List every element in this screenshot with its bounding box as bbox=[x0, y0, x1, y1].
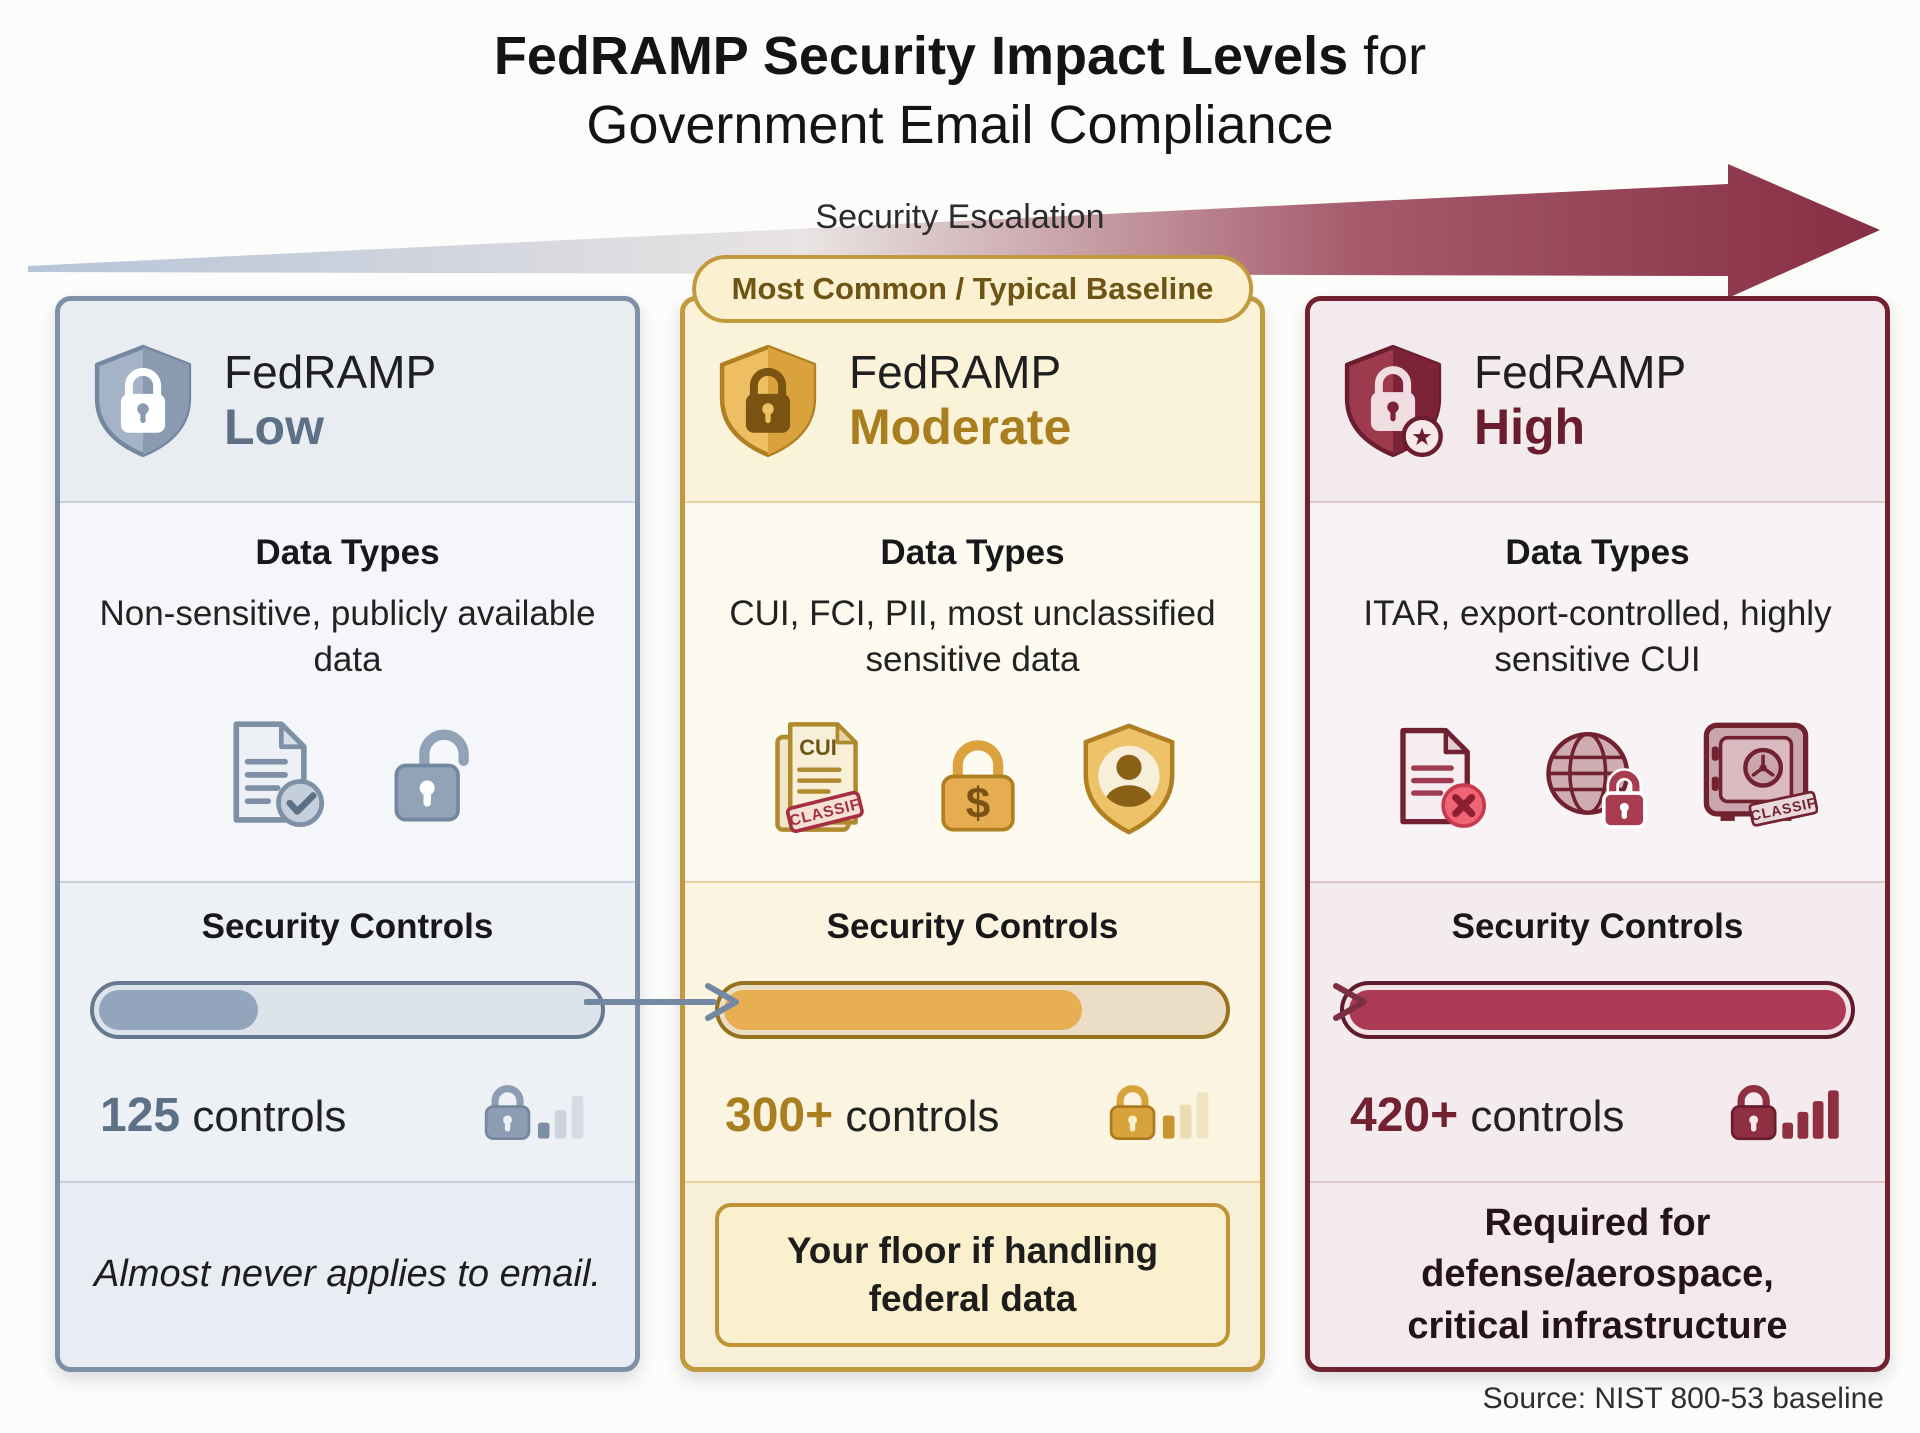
low-to-moderate-arrow bbox=[584, 983, 739, 1021]
svg-text:★: ★ bbox=[1411, 424, 1433, 451]
document-check-icon bbox=[232, 721, 324, 827]
globe-lock-icon bbox=[1545, 731, 1647, 829]
moderate-header: FedRAMP Moderate bbox=[685, 301, 1260, 501]
moderate-level: Moderate bbox=[849, 398, 1072, 455]
identity-shield-icon bbox=[1083, 723, 1174, 835]
page-title-rest: for bbox=[1348, 26, 1427, 86]
moderate-data-section: Data Types CUI, FCI, PII, most unclassif… bbox=[685, 501, 1260, 881]
page-title: FedRAMP Security Impact Levels for Gover… bbox=[0, 22, 1920, 160]
high-progress-fill bbox=[1349, 990, 1846, 1030]
source-note: Source: NIST 800-53 baseline bbox=[1482, 1382, 1884, 1415]
high-progress-bar bbox=[1340, 981, 1855, 1039]
low-level: Low bbox=[224, 398, 324, 455]
low-data-section: Data Types Non-sensitive, publicly avail… bbox=[60, 501, 635, 881]
low-controls-row: 125 controls bbox=[100, 1079, 595, 1143]
cui-document-icon: CUI CLASSIF bbox=[774, 722, 864, 834]
moderate-to-high-arrow bbox=[1212, 983, 1367, 1021]
moderate-controls-count: 300+ controls bbox=[725, 1089, 1000, 1142]
moderate-data-desc: CUI, FCI, PII, most unclassified sensiti… bbox=[729, 594, 1216, 679]
card-fedramp-moderate: Most Common / Typical Baseline FedRAMP M… bbox=[680, 255, 1265, 1372]
high-data-desc: ITAR, export-controlled, highly sensitiv… bbox=[1363, 594, 1832, 679]
document-x-icon bbox=[1399, 727, 1486, 828]
high-data-title: Data Types bbox=[1505, 533, 1690, 572]
low-note: Almost never applies to email. bbox=[94, 1253, 601, 1296]
low-brand: FedRAMP bbox=[224, 345, 437, 398]
moderate-controls-row: 300+ controls bbox=[725, 1079, 1220, 1143]
card-fedramp-high: ★ FedRAMP High Data Types ITAR, export-c… bbox=[1305, 296, 1890, 1372]
high-title: FedRAMP High bbox=[1474, 346, 1686, 456]
low-controls-count: 125 controls bbox=[100, 1089, 347, 1142]
moderate-note: Your floor if handling federal data bbox=[715, 1202, 1230, 1348]
moderate-brand: FedRAMP bbox=[849, 345, 1062, 398]
page-title-bold: FedRAMP Security Impact Levels bbox=[493, 26, 1349, 86]
high-controls-title: Security Controls bbox=[1451, 907, 1744, 946]
low-data-icons bbox=[60, 716, 635, 830]
high-data-section: Data Types ITAR, export-controlled, high… bbox=[1310, 501, 1885, 881]
page-title-line2: Government Email Compliance bbox=[586, 95, 1334, 156]
moderate-title: FedRAMP Moderate bbox=[849, 346, 1071, 456]
low-progress-bar bbox=[90, 981, 605, 1039]
lock-bars-icon bbox=[1109, 1085, 1209, 1140]
moderate-controls-section: Security Controls 300+ controls bbox=[685, 881, 1260, 1181]
low-progress-fill bbox=[99, 990, 259, 1030]
moderate-progress-fill bbox=[724, 990, 1082, 1030]
high-note: Required for defense/aerospace, critical… bbox=[1407, 1202, 1788, 1347]
low-data-desc: Non-sensitive, publicly available data bbox=[99, 594, 596, 679]
moderate-progress-bar bbox=[715, 981, 1230, 1039]
high-controls-row: 420+ controls bbox=[1350, 1079, 1845, 1143]
lock-bars-icon bbox=[484, 1085, 584, 1140]
shield-lock-icon bbox=[719, 344, 817, 458]
moderate-controls-title: Security Controls bbox=[826, 907, 1119, 946]
lock-bars-icon bbox=[1730, 1085, 1839, 1141]
svg-text:CUI: CUI bbox=[799, 735, 836, 760]
low-controls-title: Security Controls bbox=[201, 907, 494, 946]
high-header: ★ FedRAMP High bbox=[1310, 301, 1885, 501]
high-brand: FedRAMP bbox=[1474, 345, 1687, 398]
dollar-padlock-icon: $ bbox=[940, 740, 1015, 832]
card-fedramp-low: FedRAMP Low Data Types Non-sensitive, pu… bbox=[55, 296, 640, 1372]
unlocked-padlock-icon bbox=[394, 729, 469, 822]
low-data-title: Data Types bbox=[255, 533, 440, 572]
shield-lock-star-icon: ★ bbox=[1344, 344, 1443, 458]
moderate-data-icons: CUI CLASSIF $ bbox=[685, 716, 1260, 838]
shield-lock-icon bbox=[94, 344, 192, 458]
high-controls-count: 420+ controls bbox=[1350, 1089, 1625, 1142]
low-header: FedRAMP Low bbox=[60, 301, 635, 501]
impact-level-cards: FedRAMP Low Data Types Non-sensitive, pu… bbox=[0, 255, 1920, 1374]
moderate-note-section: Your floor if handling federal data bbox=[685, 1181, 1260, 1367]
most-common-badge: Most Common / Typical Baseline bbox=[691, 255, 1254, 323]
safe-classified-icon: CLASSIF bbox=[1703, 722, 1818, 827]
low-controls-section: Security Controls 125 controls bbox=[60, 881, 635, 1181]
high-data-icons: CLASSIF bbox=[1310, 716, 1885, 832]
moderate-data-title: Data Types bbox=[880, 533, 1065, 572]
high-level: High bbox=[1474, 398, 1586, 455]
escalation-label: Security Escalation bbox=[815, 198, 1105, 236]
low-title: FedRAMP Low bbox=[224, 346, 436, 456]
svg-text:$: $ bbox=[965, 779, 989, 828]
high-controls-section: Security Controls 420+ controls bbox=[1310, 881, 1885, 1181]
low-note-section: Almost never applies to email. bbox=[60, 1181, 635, 1367]
high-note-section: Required for defense/aerospace, critical… bbox=[1310, 1181, 1885, 1367]
